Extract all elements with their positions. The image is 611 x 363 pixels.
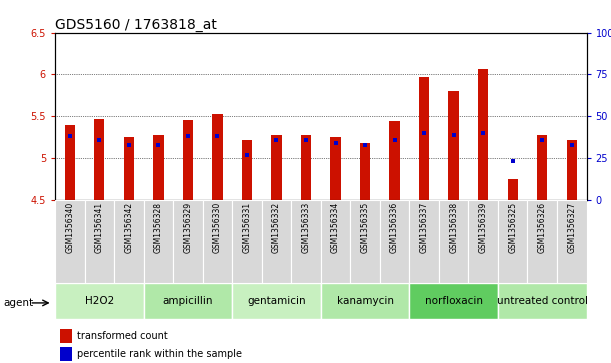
Text: GSM1356337: GSM1356337 (420, 202, 429, 253)
Text: ampicillin: ampicillin (163, 296, 213, 306)
Bar (271, 135, 282, 200)
Bar (60, 347, 72, 361)
Bar (60, 329, 72, 343)
Text: GSM1356338: GSM1356338 (449, 202, 458, 253)
Bar (469, 200, 498, 283)
Text: kanamycin: kanamycin (337, 296, 393, 306)
Text: GSM1356339: GSM1356339 (478, 202, 488, 253)
Bar (478, 69, 488, 200)
Bar (557, 200, 587, 283)
Text: norfloxacin: norfloxacin (425, 296, 483, 306)
Text: GSM1356341: GSM1356341 (95, 202, 104, 253)
Text: percentile rank within the sample: percentile rank within the sample (78, 349, 243, 359)
Text: GSM1356326: GSM1356326 (538, 202, 547, 253)
Bar (153, 135, 164, 200)
Bar (389, 121, 400, 200)
Bar (232, 200, 262, 283)
Bar (173, 200, 203, 283)
Bar (55, 200, 84, 283)
Bar (203, 200, 232, 283)
Bar (94, 119, 104, 200)
Text: GSM1356328: GSM1356328 (154, 202, 163, 253)
Text: untreated control: untreated control (497, 296, 588, 306)
Bar (419, 77, 430, 200)
Text: H2O2: H2O2 (85, 296, 114, 306)
Text: GSM1356331: GSM1356331 (243, 202, 252, 253)
Bar (321, 200, 350, 283)
Bar (360, 143, 370, 200)
Text: GSM1356342: GSM1356342 (124, 202, 133, 253)
Bar (537, 135, 547, 200)
Text: GDS5160 / 1763818_at: GDS5160 / 1763818_at (55, 18, 217, 32)
Bar (331, 137, 341, 200)
Bar (183, 120, 193, 200)
Text: GSM1356334: GSM1356334 (331, 202, 340, 253)
Bar (144, 283, 232, 319)
Bar (448, 91, 459, 200)
Bar (498, 283, 587, 319)
Text: GSM1356327: GSM1356327 (567, 202, 576, 253)
Bar (409, 283, 498, 319)
Text: transformed count: transformed count (78, 331, 168, 341)
Bar (212, 114, 222, 200)
Bar (291, 200, 321, 283)
Bar (527, 200, 557, 283)
Text: GSM1356329: GSM1356329 (183, 202, 192, 253)
Bar (55, 283, 144, 319)
Bar (321, 283, 409, 319)
Text: agent: agent (3, 298, 33, 308)
Bar (439, 200, 469, 283)
Text: GSM1356336: GSM1356336 (390, 202, 399, 253)
Bar (114, 200, 144, 283)
Text: GSM1356332: GSM1356332 (272, 202, 281, 253)
Text: GSM1356333: GSM1356333 (301, 202, 310, 253)
Bar (350, 200, 380, 283)
Text: GSM1356325: GSM1356325 (508, 202, 518, 253)
Text: GSM1356330: GSM1356330 (213, 202, 222, 253)
Bar (409, 200, 439, 283)
Bar (566, 139, 577, 200)
Bar (123, 137, 134, 200)
Text: GSM1356340: GSM1356340 (65, 202, 75, 253)
Bar (84, 200, 114, 283)
Bar (262, 200, 291, 283)
Bar (380, 200, 409, 283)
Bar (242, 139, 252, 200)
Bar (498, 200, 527, 283)
Text: gentamicin: gentamicin (247, 296, 306, 306)
Bar (65, 125, 75, 200)
Text: GSM1356335: GSM1356335 (360, 202, 370, 253)
Bar (301, 135, 311, 200)
Bar (508, 179, 518, 200)
Bar (144, 200, 173, 283)
Bar (232, 283, 321, 319)
